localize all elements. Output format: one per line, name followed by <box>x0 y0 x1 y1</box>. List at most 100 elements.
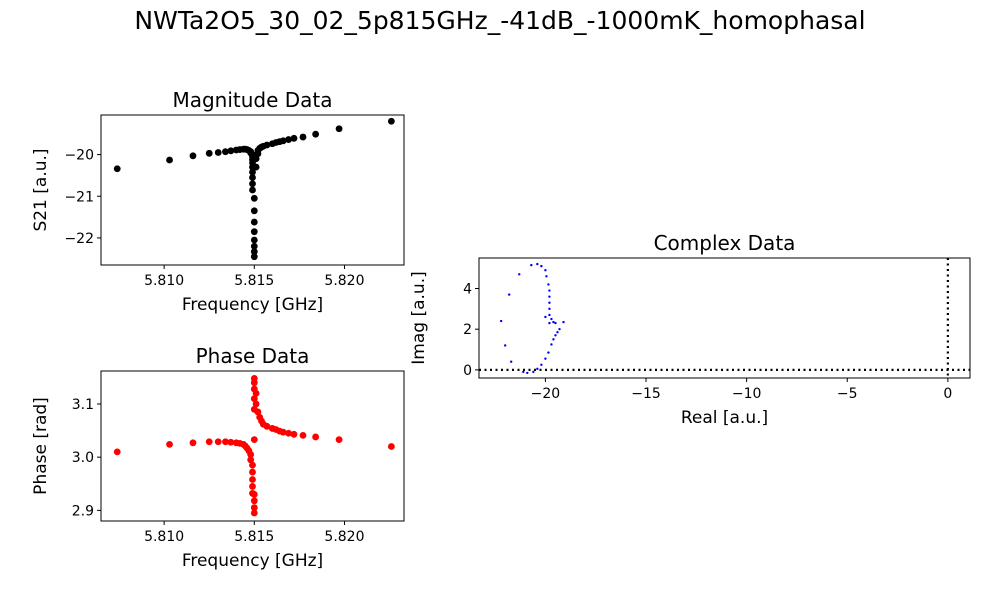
phase-y-tick-label: 2.9 <box>72 503 94 519</box>
magnitude-data-point <box>335 125 343 133</box>
complex-data-point <box>544 357 547 360</box>
complex-data-point <box>509 360 513 363</box>
complex-data-point <box>548 307 551 311</box>
magnitude-data-point <box>250 218 258 226</box>
magnitude-x-tick-label: 5.820 <box>324 273 364 289</box>
phase-data-point <box>387 443 395 450</box>
phase-plot-frame <box>100 370 405 522</box>
complex-data-point <box>499 319 503 323</box>
complex-data-point <box>550 317 553 321</box>
complex-data-point <box>556 331 559 334</box>
complex-x-tick-label: 0 <box>943 386 952 402</box>
magnitude-data-point <box>222 148 229 156</box>
complex-data-point <box>548 321 551 325</box>
complex-data-point <box>540 363 543 366</box>
magnitude-data-point <box>290 134 298 142</box>
phase-data-point <box>252 389 260 397</box>
complex-data-point <box>526 371 529 375</box>
magnitude-data-point <box>252 163 260 171</box>
magnitude-x-tick-label: 5.810 <box>144 273 184 289</box>
phase-x-axis-label: Frequency [GHz] <box>182 551 323 571</box>
magnitude-data-point <box>250 228 258 236</box>
magnitude-y-axis-label: S21 [a.u.] <box>31 148 51 231</box>
magnitude-data-point <box>249 186 256 194</box>
complex-data-point <box>518 273 521 276</box>
phase-data-point <box>279 428 287 436</box>
complex-data-point <box>544 315 547 319</box>
magnitude-data-point <box>250 253 258 261</box>
complex-data-point <box>547 283 550 286</box>
complex-data-point <box>540 264 543 268</box>
phase-data-point <box>247 456 255 464</box>
phase-data-point <box>250 504 258 512</box>
complex-x-axis-label: Real [a.u.] <box>681 408 768 428</box>
magnitude-data-point <box>285 136 292 143</box>
magnitude-data-point <box>250 194 258 202</box>
phase-data-point <box>247 451 255 458</box>
magnitude-x-axis-label: Frequency [GHz] <box>182 295 323 315</box>
complex-data-point <box>548 301 551 304</box>
magnitude-data-point <box>166 156 173 164</box>
complex-chart: −20 −15 −10 −5 0 0 2 4 Complex Data Real [a.u.] Im… <box>409 231 971 428</box>
phase-data-point <box>263 422 271 430</box>
complex-data-point <box>552 338 555 341</box>
phase-data-point <box>250 436 258 444</box>
magnitude-data-point <box>249 168 256 176</box>
magnitude-data-point <box>249 180 256 188</box>
phase-y-axis-label: Phase [rad] <box>31 397 51 495</box>
complex-y-tick-label: 2 <box>463 322 472 338</box>
phase-data-point <box>222 438 229 446</box>
phase-y-tick-label: 3.1 <box>72 397 94 413</box>
complex-data-point <box>532 370 535 374</box>
complex-data-point <box>550 343 553 346</box>
magnitude-chart: 5.810 5.815 5.820 −22 −21 −20 Magnitude Data Fr… <box>31 88 405 315</box>
phase-x-tick-label: 5.820 <box>324 529 364 545</box>
magnitude-data-point <box>250 248 258 256</box>
complex-y-tick-label: 0 <box>463 363 472 379</box>
phase-data-point <box>189 439 197 447</box>
magnitude-data-point <box>214 149 222 156</box>
complex-x-tick-label: −15 <box>631 386 661 402</box>
magnitude-chart-title: Magnitude Data <box>172 88 332 112</box>
phase-x-tick-label: 5.810 <box>144 529 184 545</box>
complex-data-point <box>548 289 551 292</box>
phase-data-point <box>254 408 262 416</box>
phase-chart-title: Phase Data <box>196 344 310 368</box>
complex-y-axis-label: Imag [a.u.] <box>409 271 429 364</box>
magnitude-data-point <box>263 141 271 149</box>
phase-y-tick-label: 3.0 <box>72 450 94 466</box>
phase-data-point <box>285 429 292 437</box>
complex-data-point <box>552 320 555 324</box>
magnitude-data-point <box>312 130 320 138</box>
complex-data-point <box>548 313 551 317</box>
phase-data-point <box>252 400 260 408</box>
magnitude-data-point <box>250 207 258 215</box>
complex-data-point <box>548 295 551 298</box>
complex-x-tick-label: −10 <box>732 386 762 402</box>
magnitude-data-point <box>250 236 258 244</box>
complex-data-point <box>562 320 565 324</box>
magnitude-y-tick-label: −22 <box>64 231 94 247</box>
complex-data-point <box>536 367 539 371</box>
magnitude-data-point <box>299 133 307 141</box>
complex-chart-title: Complex Data <box>654 231 796 255</box>
complex-data-point <box>530 263 533 267</box>
magnitude-data-point <box>250 242 258 250</box>
magnitude-x-tick-label: 5.815 <box>234 273 274 289</box>
phase-data-point <box>250 375 258 382</box>
phase-data-point <box>299 431 307 439</box>
complex-plot-frame <box>478 257 971 379</box>
phase-data-point <box>249 483 256 490</box>
magnitude-data-point <box>205 149 213 157</box>
complex-data-point <box>545 275 548 278</box>
phase-data-point <box>250 509 258 517</box>
phase-data-point <box>250 395 258 403</box>
phase-data-point <box>214 438 222 446</box>
phase-data-point <box>312 433 320 441</box>
phase-data-point <box>227 438 235 446</box>
complex-data-point <box>554 321 557 325</box>
complex-y-tick-label: 4 <box>463 282 472 298</box>
complex-x-tick-label: −20 <box>531 386 561 402</box>
magnitude-data-point <box>279 137 287 145</box>
